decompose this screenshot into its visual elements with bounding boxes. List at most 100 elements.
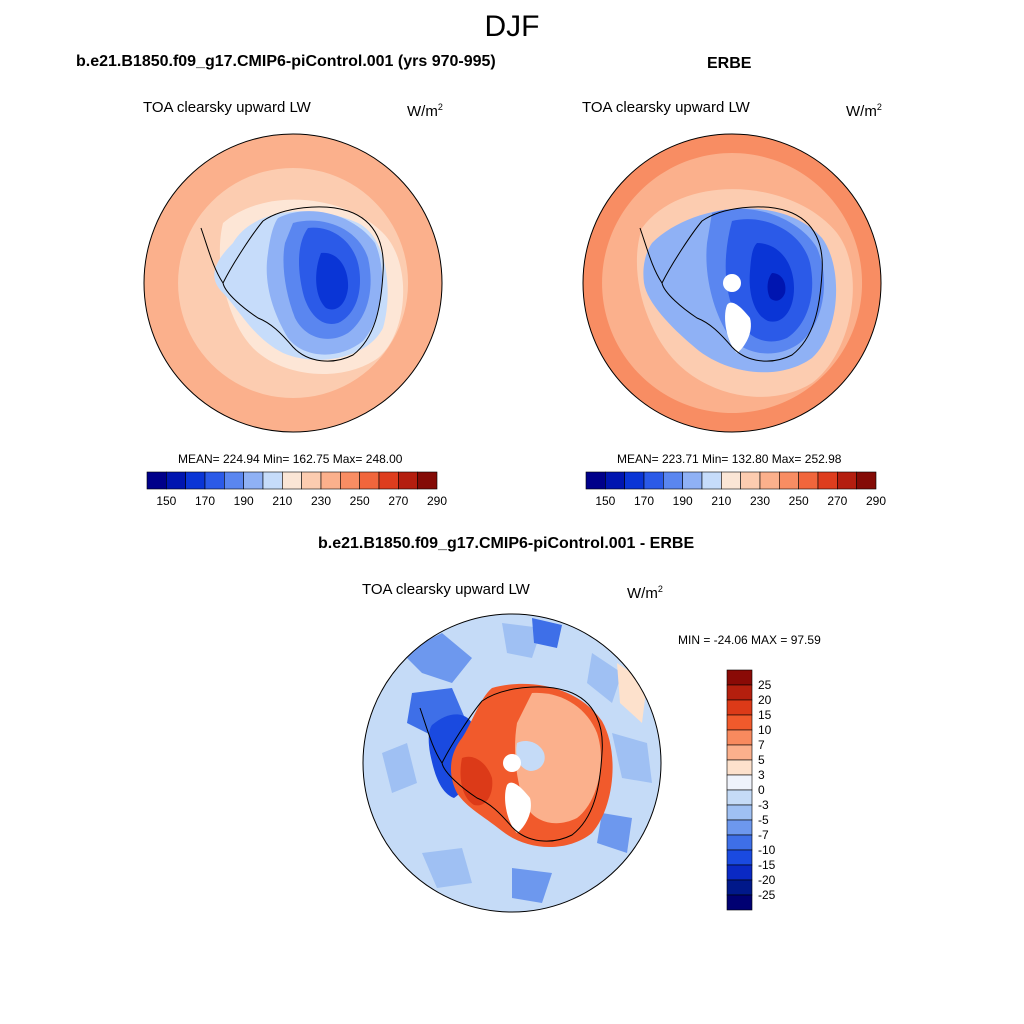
model-colorbar-swatch	[378, 471, 399, 490]
diff-colorbar-swatch	[726, 879, 753, 896]
diff-colorbar-swatch	[726, 774, 753, 791]
diff-neg-patch-10	[512, 868, 552, 903]
obs-colorbar-tick-label: 190	[672, 494, 693, 508]
obs-colorbar-tick-label: 250	[788, 494, 809, 508]
diff-colorbar-tick-label: -5	[758, 813, 769, 827]
diff-colorbar-tick-label: 10	[758, 723, 772, 737]
model-colorbar-tick-label: 170	[194, 494, 216, 508]
diff-peninsula	[419, 707, 443, 764]
obs-colorbar-swatch	[721, 471, 741, 490]
diff-neg-patch-9	[422, 848, 472, 888]
obs-panel-title: ERBE	[707, 55, 752, 72]
diff-colorbar-swatch	[726, 669, 753, 686]
diff-colorbar-tick-label: -3	[758, 798, 769, 812]
obs-colorbar-swatch	[663, 471, 683, 490]
diff-map-border	[362, 613, 662, 913]
model-colorbar-swatch	[204, 471, 225, 490]
obs-colorbar-tick-label: 210	[711, 494, 732, 508]
obs-colorbar-swatch	[837, 471, 857, 490]
model-colorbar-swatch	[301, 471, 322, 490]
model-colorbar-tick-label: 230	[310, 494, 332, 508]
figure-title: DJF	[484, 10, 540, 43]
diff-colorbar-swatch	[726, 819, 753, 836]
diff-neg-patch-6	[382, 743, 417, 793]
obs-colorbar-swatch	[798, 471, 819, 490]
diff-units-base: W/m	[627, 585, 658, 602]
diff-colorbar-swatch	[726, 699, 753, 716]
model-stats: MEAN= 224.94 Min= 162.75 Max= 248.00	[178, 452, 403, 466]
model-units-base: W/m	[407, 103, 438, 120]
model-colorbar-swatch	[282, 471, 302, 490]
diff-antarctica-moderate	[515, 692, 601, 824]
diff-neg-patch-7	[612, 733, 652, 783]
obs-polar-map	[582, 133, 882, 433]
obs-colorbar-swatch	[605, 471, 625, 490]
diff-units: W/m2	[627, 584, 663, 602]
diff-colorbar-tick-label: 0	[758, 783, 765, 797]
obs-colorbar-swatch	[585, 471, 606, 490]
obs-colorbar	[585, 471, 877, 490]
diff-polar-gap	[503, 754, 521, 772]
obs-colorbar-swatch	[701, 471, 722, 490]
diff-colorbar-swatch	[726, 864, 753, 881]
obs-colorbar-swatch	[682, 471, 703, 490]
model-units-exponent: 2	[437, 102, 443, 112]
model-colorbar-swatch	[243, 471, 264, 490]
model-colorbar-tick-label: 290	[426, 494, 448, 508]
model-map-border	[143, 133, 443, 433]
obs-colorbar-swatch	[740, 471, 761, 490]
model-colorbar-swatch	[166, 471, 186, 490]
diff-colorbar-tick-label: 20	[758, 693, 772, 707]
model-colorbar-tick-label: 270	[388, 494, 409, 508]
diff-panel-title: b.e21.B1850.f09_g17.CMIP6-piControl.001 …	[318, 535, 695, 552]
diff-ross-positive	[460, 756, 493, 806]
obs-polar-gap	[723, 274, 741, 292]
model-panel-title: b.e21.B1850.f09_g17.CMIP6-piControl.001 …	[76, 53, 496, 70]
diff-units-exponent: 2	[657, 584, 663, 594]
model-colorbar-swatch	[359, 471, 380, 490]
diff-colorbar-swatch	[726, 894, 753, 911]
obs-variable-label: TOA clearsky upward LW	[582, 99, 750, 116]
obs-colorbar-labels: 150 170 190 210 230 250 270 290	[586, 494, 886, 510]
obs-map-border	[582, 133, 882, 433]
model-polar-map	[143, 133, 443, 433]
diff-colorbar-tick-label: -10	[758, 843, 776, 857]
model-colorbar-labels: 150 170 190 210 230 250 270 290	[147, 494, 447, 510]
obs-colorbar-tick-label: 170	[633, 494, 655, 508]
diff-colorbar-tick-label: -25	[758, 888, 776, 902]
diff-variable-label: TOA clearsky upward LW	[362, 581, 530, 598]
model-colorbar-swatch	[262, 471, 283, 490]
diff-colorbar-swatch	[726, 744, 753, 761]
diff-colorbar-swatch	[726, 759, 753, 776]
diff-colorbar-swatch	[726, 789, 753, 806]
diff-colorbar-labels: 25 20 15 10 7 5 3 0 -3 -5 -7 -10 -15 -20 -25	[758, 670, 798, 910]
diff-neg-patch-8	[597, 813, 632, 853]
diff-colorbar-tick-label: 5	[758, 753, 765, 767]
obs-colorbar-swatch	[817, 471, 838, 490]
diff-colorbar-tick-label: 15	[758, 708, 772, 722]
diff-neg-patch-3	[532, 618, 562, 648]
model-units: W/m2	[407, 102, 443, 120]
diff-colorbar-tick-label: 7	[758, 738, 765, 752]
obs-colorbar-tick-label: 230	[749, 494, 771, 508]
obs-colorbar-swatch	[779, 471, 799, 490]
obs-units-exponent: 2	[876, 102, 882, 112]
obs-colorbar-swatch	[759, 471, 780, 490]
model-colorbar-tick-label: 150	[156, 494, 177, 508]
model-colorbar-tick-label: 190	[233, 494, 254, 508]
model-variable-label: TOA clearsky upward LW	[143, 99, 311, 116]
model-colorbar-swatch	[320, 471, 341, 490]
diff-colorbar	[726, 669, 753, 911]
model-colorbar	[146, 471, 438, 490]
model-antarctica-min	[316, 252, 349, 310]
diff-colorbar-swatch	[726, 684, 753, 701]
obs-coastline	[661, 206, 823, 362]
obs-colorbar-swatch	[624, 471, 645, 490]
diff-colorbar-tick-label: -20	[758, 873, 776, 887]
obs-colorbar-swatch	[856, 471, 877, 490]
diff-missing-data-region	[505, 782, 531, 833]
diff-stats: MIN = -24.06 MAX = 97.59	[678, 633, 821, 647]
model-colorbar-swatch	[398, 471, 418, 490]
obs-peninsula	[639, 227, 663, 284]
model-colorbar-tick-label: 210	[272, 494, 293, 508]
